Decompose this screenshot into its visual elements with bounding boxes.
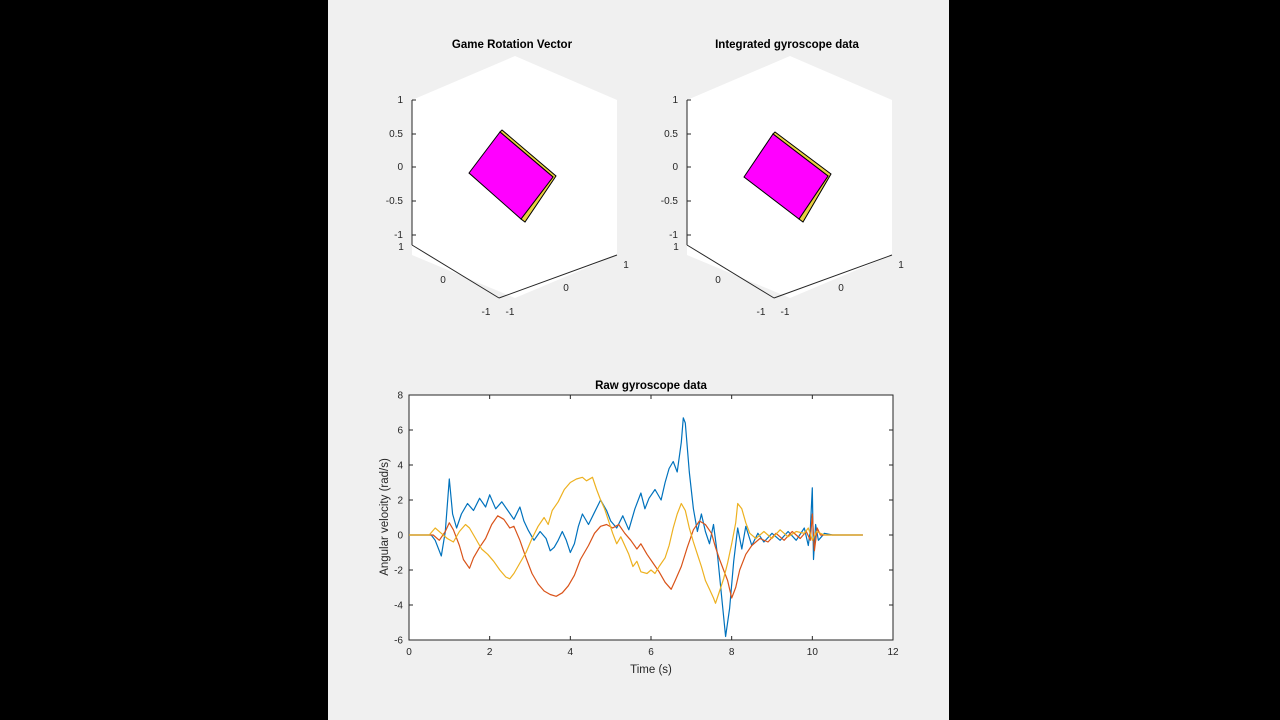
raw-gyroscope-axes: Raw gyroscope data 0 2 4 6 8 10 12-6-4-202468 … [379,380,899,676]
subplot-title: Integrated gyroscope data [715,39,859,51]
x-tick-label: 0 [440,275,446,286]
box-top-face [743,133,829,220]
series-line-1 [409,417,863,638]
x-axis-label: Time (s) [630,664,672,676]
x-tick-label: -1 [482,307,491,318]
y-tick-label: 1 [623,260,629,271]
series-line-2 [409,513,863,599]
x-tick-label: 0 [715,275,721,286]
z-tick-label: 0 [397,162,403,173]
x-axis-line [411,244,500,299]
game-rotation-vector-axes: Game Rotation Vector 1 0.5 0 -0.5 -1 1 0… [386,39,629,318]
plot-series [409,417,863,638]
y-tick-label: 0 [563,283,569,294]
z-ticks: 1 0.5 0 -0.5 -1 [386,95,416,241]
z-tick-label: 0.5 [664,129,678,140]
y-tick-label: -4 [394,601,403,612]
y-axis-label: Angular velocity (rad/s) [379,458,391,576]
x-tick-label: 8 [729,647,735,658]
x-tick-label: 2 [487,647,493,658]
matlab-figure: Game Rotation Vector 1 0.5 0 -0.5 -1 1 0… [328,0,949,720]
y-tick-label: 2 [397,496,403,507]
plot-ticks: 0 2 4 6 8 10 12 -6 -4 -2 0 2 4 6 8 [394,391,899,659]
z-ticks: 1 0.5 0 -0.5 -1 [661,95,691,241]
plot-title: Raw gyroscope data [595,380,707,392]
y-tick-label: -2 [394,566,403,577]
y-axis-line [498,254,618,299]
x-tick-label: 0 [406,647,412,658]
y-tick-label: 6 [397,426,403,437]
plot-area [408,394,894,641]
x-ticks: 1 0 -1 [398,242,491,318]
x-tick-label: -1 [757,307,766,318]
x-tick-label: 6 [648,647,654,658]
y-ticks: -1 0 1 [506,260,630,318]
subplot-title: Game Rotation Vector [452,39,573,51]
z-tick-label: -1 [669,230,678,241]
z-tick-label: -0.5 [386,196,404,207]
z-tick-label: 1 [397,95,403,106]
integrated-gyroscope-axes: Integrated gyroscope data 1 0.5 0 -0.5 -… [661,39,904,318]
x-tick-label: 1 [398,242,404,253]
y-tick-label: -6 [394,636,403,647]
x-tick-label: 10 [807,647,819,658]
figure-canvas: Game Rotation Vector 1 0.5 0 -0.5 -1 1 0… [379,39,904,676]
x-axis-line [686,244,775,299]
y-tick-label: 4 [397,461,403,472]
y-tick-label: 1 [898,260,904,271]
z-tick-label: -0.5 [661,196,679,207]
z-tick-label: -1 [394,230,403,241]
y-ticks: -1 0 1 [781,260,905,318]
y-tick-label: -1 [506,307,515,318]
y-tick-label: 0 [838,283,844,294]
z-tick-label: 0 [672,162,678,173]
z-tick-label: 0.5 [389,129,403,140]
y-tick-label: 0 [397,531,403,542]
x-ticks: 1 0 -1 [673,242,766,318]
x-tick-label: 4 [568,647,574,658]
x-tick-label: 1 [673,242,679,253]
series-line-3 [409,476,863,604]
box-top-face [468,131,554,220]
y-tick-label: -1 [781,307,790,318]
y-axis-line [773,254,893,299]
y-tick-label: 8 [397,391,403,402]
z-tick-label: 1 [672,95,678,106]
x-tick-label: 12 [887,647,899,658]
